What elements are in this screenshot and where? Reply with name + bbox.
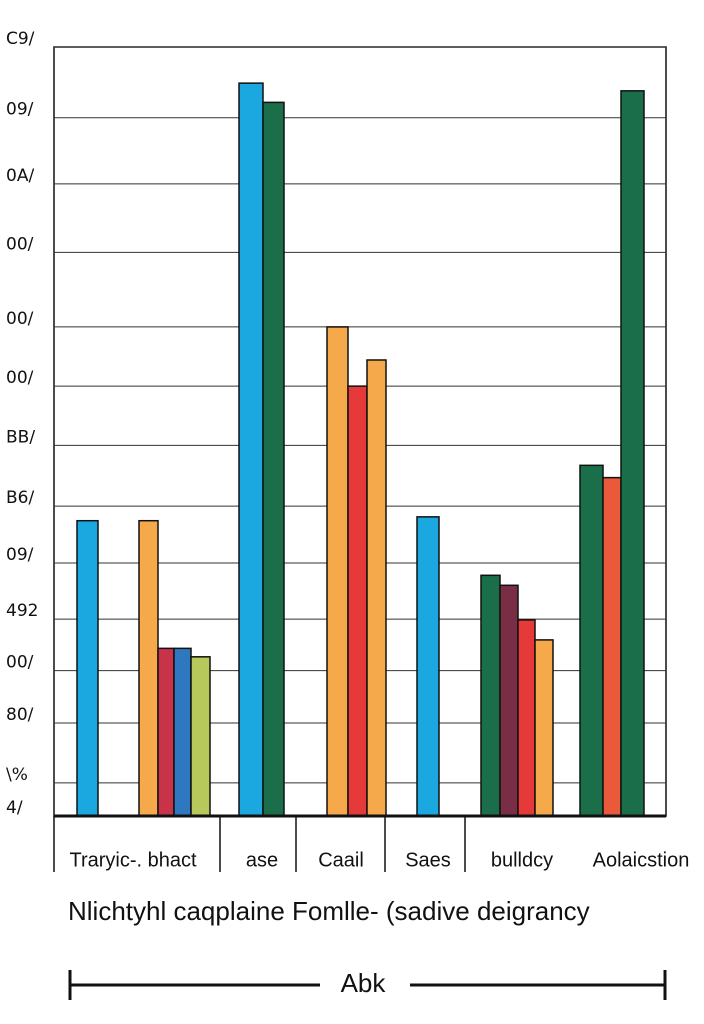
y-tick-label: 00/ [6, 653, 34, 673]
bar [190, 656, 211, 817]
y-tick-label: C9/ [6, 29, 35, 49]
y-tick-label: 492 [6, 601, 38, 621]
bar [157, 647, 175, 817]
bar [534, 639, 554, 817]
x-tick-label: Caail [318, 849, 364, 871]
y-tick-label: 0A/ [6, 166, 34, 186]
bar [238, 82, 264, 817]
chart-title: Nlichtyhl caqplaine Fomlle- (sadive deig… [68, 896, 590, 926]
y-tick-label: B6/ [6, 488, 34, 508]
x-tick-label: Saes [405, 849, 451, 871]
bar [480, 574, 501, 817]
bar [620, 90, 645, 817]
x-axis-label: Abk [341, 968, 387, 998]
y-tick-label: \% [6, 765, 28, 785]
y-tick-label: 00/ [6, 368, 34, 388]
x-tick-label: bulldcy [491, 849, 553, 871]
y-tick-label: 00/ [6, 309, 34, 329]
bar [326, 326, 349, 817]
y-tick-label: 09/ [6, 100, 34, 120]
bar [416, 516, 440, 817]
bar [602, 476, 622, 817]
y-tick-label: 09/ [6, 545, 34, 565]
x-tick-label: Traryic-. bhact [69, 849, 197, 871]
y-tick-label: 80/ [6, 705, 34, 725]
bar [262, 101, 285, 817]
y-tick-label: 00/ [6, 234, 34, 254]
bar [347, 385, 368, 817]
bar [366, 359, 387, 817]
bar [138, 519, 159, 817]
y-tick-label: 4/ [6, 798, 23, 818]
bar [579, 464, 604, 817]
x-axis-rule [68, 970, 667, 1000]
y-tick-label: BB/ [6, 427, 35, 447]
x-tick-label: ase [246, 849, 278, 871]
bar [517, 619, 536, 817]
bar [499, 584, 519, 817]
x-tick-label: Aolaicstion [593, 849, 690, 871]
bar [76, 519, 99, 817]
bar [173, 647, 192, 817]
category-dividers [53, 816, 466, 872]
